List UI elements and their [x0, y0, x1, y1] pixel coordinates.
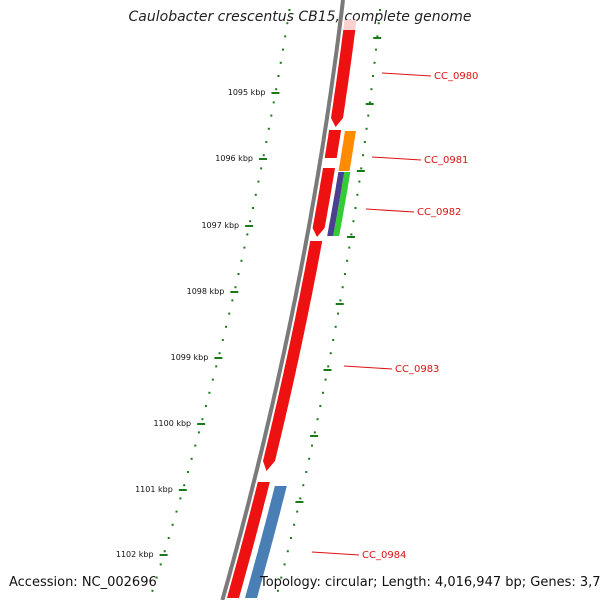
gene-cc0982 — [312, 168, 335, 237]
cds-blue-track — [245, 486, 287, 598]
label-leader-line — [365, 208, 415, 213]
scale-label: 1096 kbp — [215, 154, 253, 163]
gene-label-cc0983: CC_0983 — [395, 364, 439, 375]
label-leader-line — [343, 365, 393, 370]
accession-text: Accession: NC_002696 — [9, 575, 157, 590]
gene-cc0980 — [331, 30, 356, 127]
cds-green-track — [333, 172, 351, 236]
backbone — [220, 0, 345, 600]
scale-ring-inner — [276, 9, 382, 592]
scale-ring-outer: 1095 kbp 1096 kbp 1097 kbp 1098 kbp 1099 kbp… — [116, 9, 291, 592]
label-leader-line — [311, 551, 360, 556]
scale-label: 1098 kbp — [187, 287, 225, 296]
scale-label: 1102 kbp — [116, 550, 154, 559]
scale-label: 1095 kbp — [228, 88, 266, 97]
scale-label: 1101 kbp — [135, 485, 173, 494]
gene-label-cc0980: CC_0980 — [434, 71, 478, 82]
genome-stats-text: Topology: circular; Length: 4,016,947 bp… — [260, 575, 600, 590]
cds-orange-track — [338, 131, 356, 171]
label-leader-line — [381, 72, 432, 77]
backbone-line — [220, 0, 345, 600]
scale-label: 1097 kbp — [201, 221, 239, 230]
gene-cc0984 — [227, 482, 270, 598]
gene-features — [227, 20, 357, 598]
scale-label: 1100 kbp — [153, 419, 191, 428]
gene-labels: CC_0980 CC_0981 CC_0982 CC_0983 CC_0984 — [311, 71, 478, 561]
gene-cc0983 — [263, 241, 323, 471]
gene-cc0981 — [324, 130, 342, 158]
gene-label-cc0982: CC_0982 — [417, 207, 461, 218]
scale-label: 1099 kbp — [171, 353, 209, 362]
gene-label-cc0984: CC_0984 — [362, 550, 406, 561]
scale-ticks: 1095 kbp 1096 kbp 1097 kbp 1098 kbp 1099 kbp… — [116, 9, 382, 592]
gene-label-cc0981: CC_0981 — [424, 155, 468, 166]
label-leader-line — [371, 156, 422, 161]
genome-title: Caulobacter crescentus CB15, complete ge… — [128, 9, 472, 25]
cds-purple-track — [327, 172, 345, 236]
